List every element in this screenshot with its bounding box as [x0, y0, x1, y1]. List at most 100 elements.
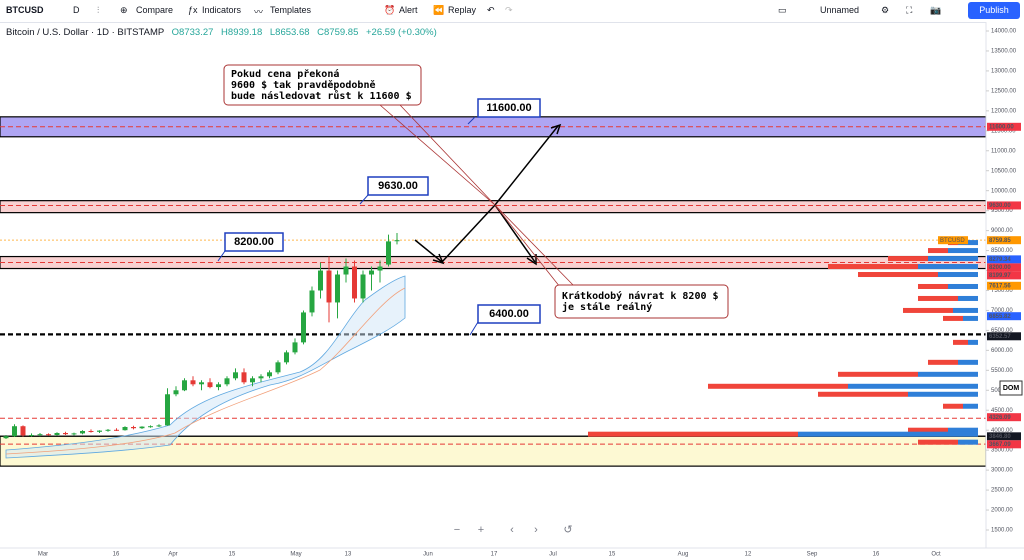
volume-buy: [953, 307, 978, 313]
scroll-right[interactable]: ›: [534, 524, 538, 536]
x-tick-label: Jul: [549, 552, 557, 558]
candle-body: [97, 430, 102, 432]
y-tick-label: 11000.00: [991, 148, 1016, 154]
y-tick-label: 4500.00: [991, 408, 1013, 414]
candle-body: [318, 270, 323, 291]
indicators[interactable]: Indicators: [202, 5, 242, 15]
candle-body: [326, 270, 332, 303]
compare[interactable]: Compare: [136, 5, 174, 15]
candle-body: [3, 436, 9, 439]
zoom-out[interactable]: −: [454, 524, 460, 536]
templates[interactable]: Templates: [270, 5, 312, 15]
layout-name[interactable]: Unnamed: [820, 5, 860, 15]
volume-sell: [918, 439, 958, 445]
candle-body: [377, 266, 383, 271]
compare-icon[interactable]: ⊕: [120, 5, 128, 15]
close: C8759.85: [317, 27, 359, 38]
candle-body: [386, 241, 391, 265]
price-label-bg: [987, 201, 1021, 210]
candle-body: [267, 372, 272, 377]
candle-body: [29, 434, 34, 436]
volume-sell: [888, 256, 928, 262]
layout-icon[interactable]: ▭: [778, 5, 787, 15]
price-label-bg: [987, 440, 1021, 449]
symbol-tag: BTCUSD: [940, 238, 965, 244]
volume-buy: [918, 371, 978, 377]
publish-button[interactable]: Publish: [968, 2, 1020, 19]
replay-icon[interactable]: ⏪: [433, 5, 445, 15]
x-tick-label: Sep: [807, 552, 818, 558]
snapshot-icon[interactable]: 📷: [930, 5, 942, 15]
settings-icon[interactable]: ⚙: [881, 5, 890, 15]
price-label-bg: [987, 312, 1021, 321]
fullscreen-icon[interactable]: ⛶: [906, 5, 913, 15]
price-label-bg: [987, 332, 1021, 341]
price-label-bg: [987, 255, 1021, 264]
volume-buy: [968, 339, 978, 345]
redo-icon[interactable]: ↷: [505, 5, 513, 15]
annotation-box: [367, 176, 429, 196]
candle-body: [46, 434, 51, 436]
volume-sell: [828, 264, 918, 270]
candle-body: [173, 390, 179, 395]
y-tick-label: 7500.00: [991, 288, 1013, 294]
change: +26.59 (+0.30%): [366, 27, 437, 38]
arrows: [414, 123, 562, 266]
replay[interactable]: Replay: [448, 5, 477, 15]
volume-buy: [948, 283, 978, 289]
y-tick-label: 7000.00: [991, 308, 1013, 314]
candle-body: [224, 378, 230, 385]
x-tick-label: 12: [745, 552, 752, 558]
scroll-left[interactable]: ‹: [510, 524, 514, 536]
candle-body: [352, 266, 357, 299]
callout-box: [554, 284, 729, 319]
candle-body: [80, 430, 85, 434]
price-label: 6352.57: [989, 334, 1011, 340]
price-label: 3846.80: [989, 434, 1011, 440]
price-label-bg: [987, 271, 1021, 280]
x-tick-label: 17: [491, 552, 498, 558]
x-tick-label: 13: [345, 552, 352, 558]
price-label-bg: [987, 236, 1021, 245]
candle-body: [182, 380, 187, 391]
candle-body: [199, 382, 204, 385]
volume-buy: [963, 403, 978, 409]
undo-icon[interactable]: ↶: [487, 5, 495, 15]
candle-body: [241, 372, 247, 383]
y-tick-label: 14000.00: [991, 29, 1017, 35]
y-tick-label: 11500.00: [991, 128, 1016, 134]
y-tick-label: 6500.00: [991, 328, 1013, 334]
volume-buy: [798, 431, 978, 437]
candle-body: [71, 433, 77, 435]
callout-line: bude následovat růst k 11600 $: [231, 89, 412, 102]
alert-icon[interactable]: ⏰: [384, 5, 396, 15]
alert[interactable]: Alert: [399, 5, 418, 15]
arrow-head: [550, 123, 562, 135]
volume-sell: [943, 403, 963, 409]
x-tick-label: Aug: [678, 552, 689, 558]
volume-sell: [918, 283, 948, 289]
callout-line: Krátkodobý návrat k 8200 $: [562, 290, 719, 302]
dom-button[interactable]: DOM: [1003, 385, 1020, 392]
zoom-in[interactable]: +: [478, 524, 484, 536]
chart-style-icon[interactable]: ⫶: [97, 5, 100, 15]
symbol[interactable]: BTCUSD: [6, 5, 44, 15]
price-label-bg: [987, 413, 1021, 422]
interval[interactable]: D: [73, 5, 80, 15]
price-label: 9630.00: [989, 203, 1011, 209]
reset[interactable]: ↺: [563, 524, 572, 536]
x-tick-label: 15: [609, 552, 616, 558]
annotation: 6400.00: [489, 308, 529, 320]
annotation-box: [477, 304, 541, 324]
moving-average: [5, 287, 406, 455]
templates-icon[interactable]: 〰: [254, 7, 264, 17]
y-tick-label: 1500.00: [991, 528, 1013, 534]
candle-body: [131, 427, 136, 429]
volume-sell: [903, 307, 953, 313]
candle-body: [343, 266, 349, 275]
candle-body: [122, 427, 128, 431]
candle-body: [190, 380, 196, 385]
indicators-icon[interactable]: ƒx: [188, 5, 198, 15]
volume-sell: [953, 339, 968, 345]
candle-body: [301, 312, 306, 343]
